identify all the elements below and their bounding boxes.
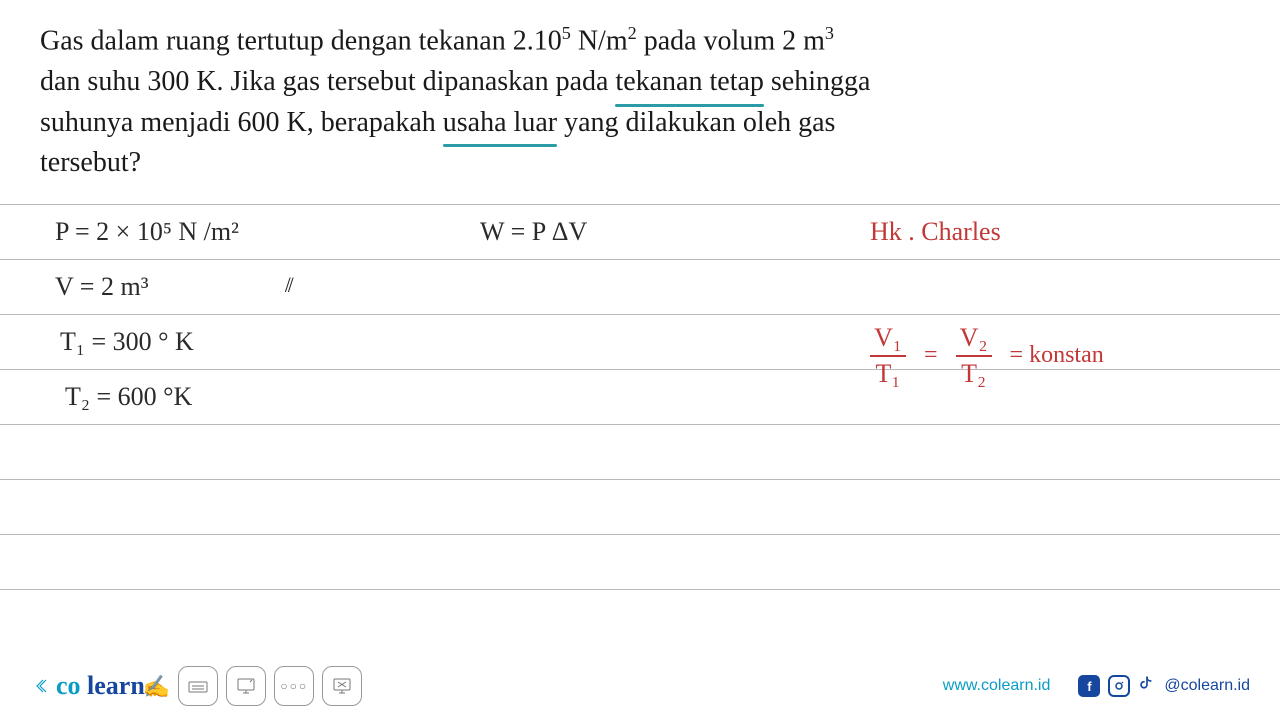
q-line4: tersebut? [40, 147, 141, 178]
q-sup1: 5 [562, 23, 571, 43]
export-tool-button[interactable] [322, 666, 362, 706]
frac-eq1: = [924, 342, 938, 369]
q-line1-a: Gas dalam ruang tertutup dengan tekanan … [40, 25, 562, 56]
q-line2-a: dan suhu 300 K. Jika gas tersebut dipana… [40, 66, 615, 97]
bottom-toolbar: co learn✍ ○○○ www.colearn.id f @colearn.… [30, 666, 1250, 706]
logo-co: co [56, 671, 81, 700]
hw-tick: ⫽ [285, 275, 294, 298]
more-tool-button[interactable]: ○○○ [274, 666, 314, 706]
dots-icon: ○○○ [280, 679, 308, 694]
frac-n1: V₁ [874, 323, 902, 353]
q-line3-b: yang dilakukan oleh gas [557, 107, 835, 138]
logo-swoosh-icon: ✍ [143, 674, 170, 699]
q-sup2: 2 [628, 23, 637, 43]
q-line1-b: N/m [571, 25, 628, 56]
hw-given-t1: T₁ = 300 ° K [60, 327, 194, 357]
notebook-area: P = 2 × 10⁵ N /m² W = P ΔV Hk . Charles … [0, 204, 1280, 590]
logo-learn: learn [87, 671, 145, 700]
frac-konstan: = konstan [1010, 342, 1104, 369]
hw-given-v: V = 2 m³ [55, 272, 149, 302]
q-line1-c: pada volum 2 m [637, 25, 825, 56]
screen-tool-button[interactable] [226, 666, 266, 706]
tiktok-icon[interactable] [1138, 675, 1156, 698]
keyboard-tool-button[interactable] [178, 666, 218, 706]
right-info: www.colearn.id f @colearn.id [943, 675, 1250, 698]
website-link[interactable]: www.colearn.id [943, 677, 1051, 695]
q-underline-usaha: usaha luar [443, 103, 557, 144]
q-line3-a: suhunya menjadi 600 K, berapakah [40, 107, 443, 138]
social-icons: f @colearn.id [1078, 675, 1250, 698]
hw-law-charles: Hk . Charles [870, 217, 1001, 247]
instagram-icon[interactable] [1108, 675, 1130, 697]
q-line2-b: sehingga [764, 66, 871, 97]
hw-given-p: P = 2 × 10⁵ N /m² [55, 217, 239, 247]
facebook-icon[interactable]: f [1078, 675, 1100, 697]
q-underline-tekanan: tekanan tetap [615, 62, 763, 103]
question-text: Gas dalam ruang tertutup dengan tekanan … [0, 0, 1280, 194]
q-sup3: 3 [825, 23, 834, 43]
hw-given-t2: T₂ = 600 °K [65, 382, 192, 412]
hw-formula: W = P ΔV [480, 217, 587, 247]
tool-group: co learn✍ ○○○ [30, 666, 362, 706]
frac-n2: V₂ [960, 323, 988, 353]
prev-arrow-icon[interactable] [30, 675, 52, 697]
logo[interactable]: co learn✍ [30, 671, 170, 701]
social-handle[interactable]: @colearn.id [1164, 677, 1250, 695]
